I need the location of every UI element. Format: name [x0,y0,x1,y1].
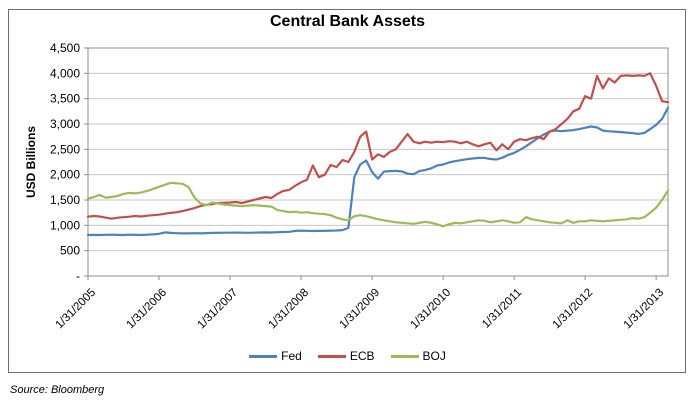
legend-label-boj: BOJ [422,349,446,363]
x-tick-label: 1/31/2012 [551,287,596,332]
x-tick-label: 1/31/2005 [53,287,98,332]
y-tick-label: 1,500 [50,193,80,207]
chart-title: Central Bank Assets [269,13,426,30]
legend-label-fed: Fed [281,349,302,363]
legend: Fed ECB BOJ [8,348,687,364]
legend-item-fed: Fed [249,349,302,363]
y-tick-label: 2,500 [50,142,80,156]
series-line-boj [86,181,670,228]
y-tick-label: 3,500 [50,92,80,106]
x-tick-label: 1/31/2011 [480,287,524,331]
legend-swatch-ecb [317,354,346,358]
x-tick-label: 1/31/2010 [409,287,454,332]
y-tick-label: 4,000 [50,66,80,80]
x-tick-label: 1/31/2007 [195,287,240,332]
x-tick-label: 1/31/2013 [622,287,667,332]
y-tick-label: - [76,269,80,283]
y-tick-label: 500 [60,244,80,258]
x-tick-label: 1/31/2008 [267,287,312,332]
source-note: Source: Bloomberg [10,384,105,396]
series-line-fed [86,106,670,237]
x-tick-label: 1/31/2006 [124,287,169,332]
y-tick-label: 1,000 [50,218,80,232]
y-tick-label: 3,000 [50,117,80,131]
chart-frame [8,9,686,373]
legend-item-ecb: ECB [317,349,375,363]
legend-swatch-fed [249,354,278,358]
y-tick-label: 2,000 [50,168,80,182]
legend-label-ecb: ECB [349,349,375,363]
x-tick-label: 1/31/2009 [338,287,383,332]
y-tick-label: 4,500 [50,41,80,55]
series-line-ecb [86,72,670,220]
legend-item-boj: BOJ [390,349,446,363]
plot-border [87,47,669,277]
legend-swatch-boj [390,354,419,358]
